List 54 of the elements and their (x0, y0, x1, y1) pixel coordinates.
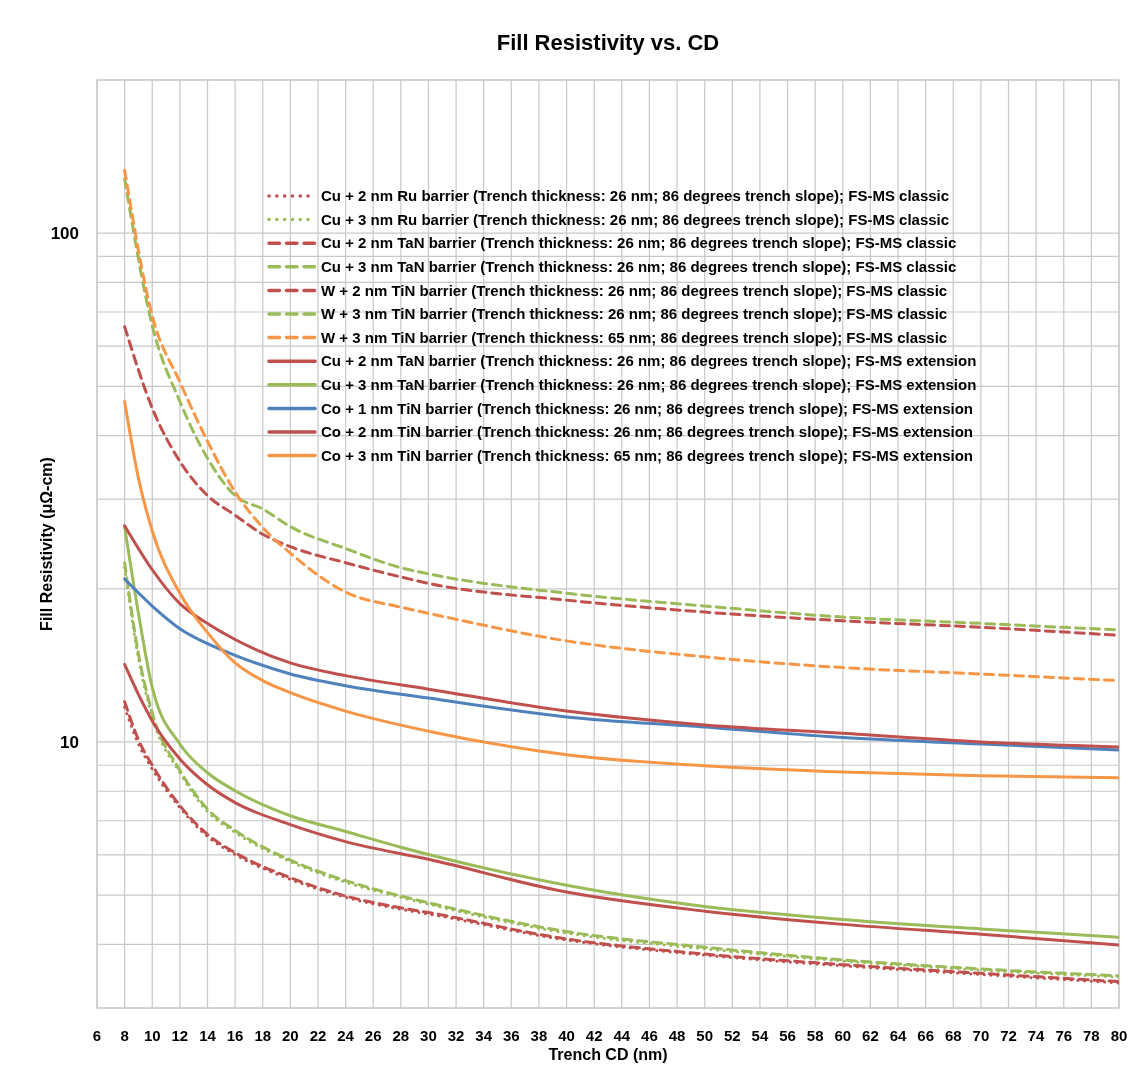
legend-label: Cu + 3 nm TaN barrier (Trench thickness: 26 nm; 86 degrees trench slope); FS-MS extension (321, 376, 977, 394)
x-tick-label: 10 (143, 1027, 161, 1044)
x-tick-label: 18 (254, 1027, 272, 1044)
x-tick-label: 62 (862, 1027, 879, 1044)
legend-label: Cu + 3 nm Ru barrier (Trench thickness: 26 nm; 86 degrees trench slope); FS-MS classic (321, 210, 950, 228)
legend-label: Co + 1 nm TiN barrier (Trench thickness: 26 nm; 86 degrees trench slope); FS-MS extension (321, 399, 973, 417)
x-tick-label: 6 (92, 1027, 102, 1044)
x-tick-label: 16 (226, 1027, 244, 1044)
x-tick-label: 50 (696, 1027, 714, 1044)
x-tick-label: 36 (502, 1027, 520, 1044)
legend-label: Co + 2 nm TiN barrier (Trench thickness: 26 nm; 86 degrees trench slope); FS-MS extension (321, 423, 973, 441)
x-tick-label: 72 (1000, 1027, 1017, 1044)
x-tick-label: 70 (972, 1027, 990, 1044)
x-axis-title: Trench CD (nm) (548, 1046, 668, 1063)
x-tick-label: 66 (917, 1027, 934, 1044)
x-tick-label: 44 (613, 1027, 631, 1044)
x-tick-label: 22 (309, 1027, 327, 1044)
x-tick-label: 40 (558, 1027, 575, 1044)
x-tick-label: 58 (806, 1027, 824, 1044)
legend-label: W + 3 nm TiN barrier (Trench thickness: 26 nm; 86 degrees trench slope); FS-MS classic (321, 305, 948, 323)
x-tick-label: 46 (641, 1027, 658, 1044)
x-tick-label: 56 (779, 1027, 796, 1044)
chart-title: Fill Resistivity vs. CD (496, 30, 720, 55)
x-tick-label: 64 (889, 1027, 908, 1044)
x-tick-label: 20 (282, 1027, 299, 1044)
y-axis-title: Fill Resistivity (μΩ-cm) (38, 457, 55, 631)
x-tick-label: 78 (1083, 1027, 1100, 1044)
y-tick-label: 100 (50, 224, 79, 244)
legend-label: Cu + 2 nm TaN barrier (Trench thickness: 26 nm; 86 degrees trench slope); FS-MS extension (321, 352, 977, 370)
x-tick-label: 30 (420, 1027, 437, 1044)
legend-label: Cu + 3 nm TaN barrier (Trench thickness: 26 nm; 86 degrees trench slope); FS-MS classic (321, 258, 957, 276)
x-tick-label: 38 (530, 1027, 548, 1044)
legend-label: Cu + 2 nm TaN barrier (Trench thickness: 26 nm; 86 degrees trench slope); FS-MS classic (321, 234, 957, 252)
x-tick-label: 80 (1110, 1027, 1128, 1044)
x-tick-label: 48 (668, 1027, 686, 1044)
x-tick-label: 24 (337, 1027, 355, 1044)
x-tick-label: 68 (944, 1027, 962, 1044)
x-tick-label: 74 (1027, 1027, 1046, 1044)
legend-label: Co + 3 nm TiN barrier (Trench thickness: 65 nm; 86 degrees trench slope); FS-MS extension (321, 446, 973, 464)
x-tick-label: 26 (364, 1027, 382, 1044)
x-tick-label: 32 (447, 1027, 465, 1044)
legend-label: W + 2 nm TiN barrier (Trench thickness: 26 nm; 86 degrees trench slope); FS-MS classic (321, 281, 948, 299)
x-tick-label: 42 (585, 1027, 603, 1044)
x-tick-label: 14 (199, 1027, 217, 1044)
x-tick-label: 60 (834, 1027, 852, 1044)
x-tick-label: 12 (171, 1027, 189, 1044)
x-tick-label: 52 (723, 1027, 741, 1044)
x-tick-label: 54 (751, 1027, 769, 1044)
x-tick-label: 34 (475, 1027, 493, 1044)
x-tick-label: 76 (1055, 1027, 1073, 1044)
legend-label: Cu + 2 nm Ru barrier (Trench thickness: 26 nm; 86 degrees trench slope); FS-MS classic (321, 187, 950, 205)
legend-label: W + 3 nm TiN barrier (Trench thickness: 65 nm; 86 degrees trench slope); FS-MS classic (321, 328, 948, 346)
x-tick-label: 28 (392, 1027, 410, 1044)
x-tick-label: 8 (120, 1027, 129, 1044)
